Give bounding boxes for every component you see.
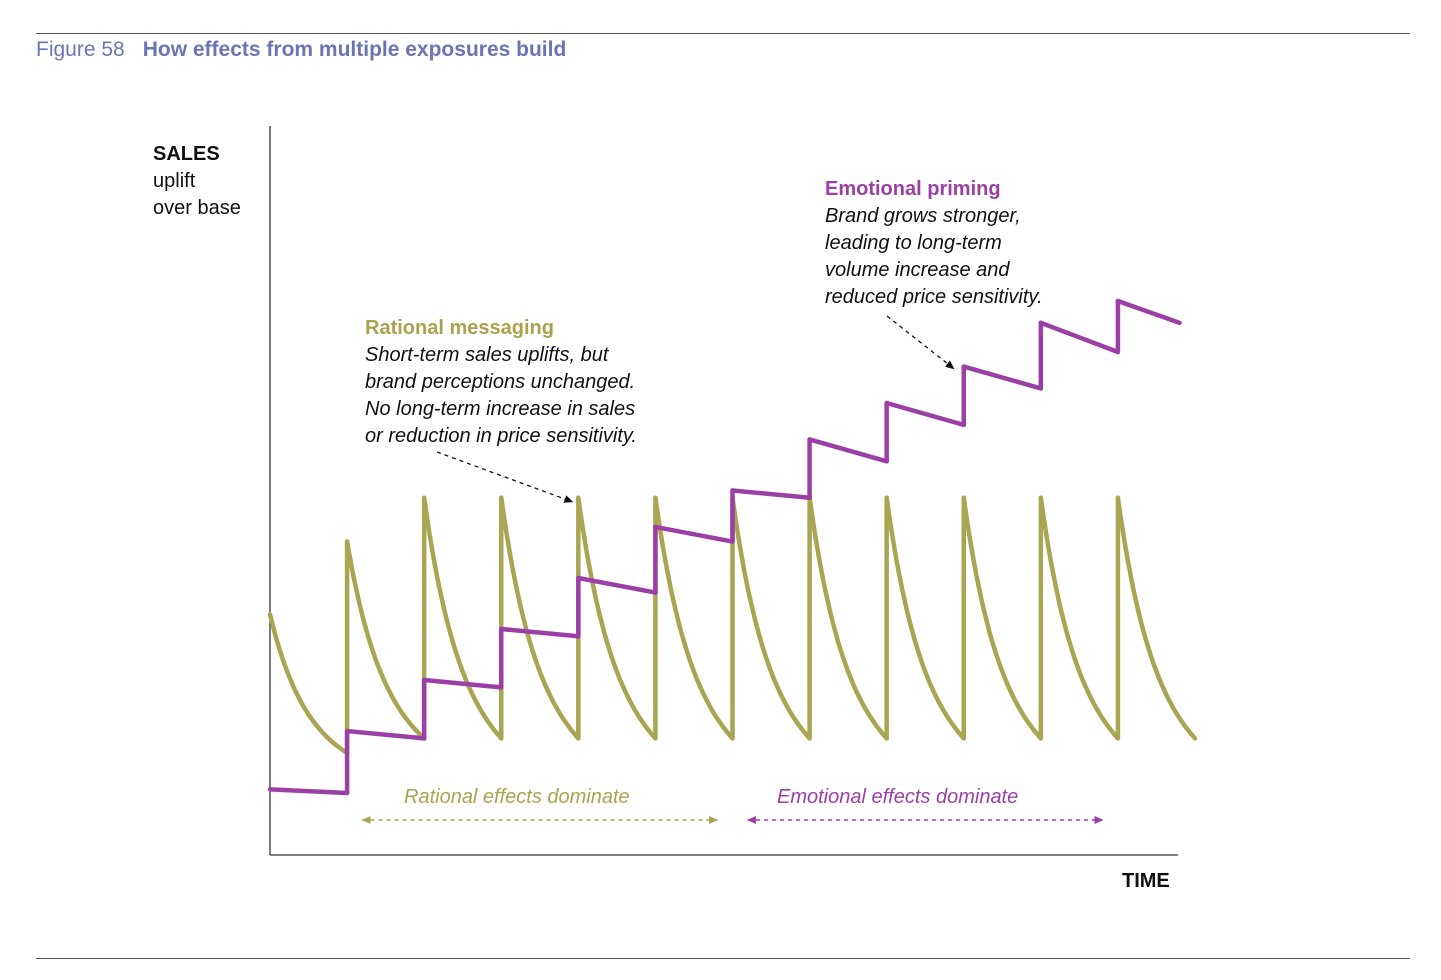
emotional-annotation: Emotional priming Brand grows stronger, …	[825, 176, 1043, 311]
emotional-annotation-line: Brand grows stronger,	[825, 205, 1021, 227]
emotional-segment	[1115, 298, 1182, 326]
rational-segment	[807, 495, 889, 741]
emotional-segment	[1038, 320, 1121, 355]
figure-title: How effects from multiple exposures buil…	[142, 38, 567, 61]
rational-phase-label: Rational effects dominate	[404, 786, 630, 808]
rational-segment	[421, 495, 504, 741]
emotional-segment	[267, 787, 350, 796]
emotional-annotation-line: leading to long-term	[825, 232, 1002, 254]
y-axis-title-line: uplift	[153, 170, 196, 192]
rational-annotation-pointer	[436, 451, 574, 503]
rational-segment	[344, 539, 427, 741]
emotional-phase-label: Emotional effects dominate	[777, 786, 1019, 808]
top-rule	[36, 33, 1410, 34]
rational-segment	[961, 495, 1044, 741]
emotional-segment	[499, 626, 581, 639]
emotional-segment	[653, 524, 735, 544]
emotional-segment	[421, 677, 504, 690]
rational-annotation: Rational messaging Short-term sales upli…	[365, 315, 637, 450]
rational-segment	[267, 612, 350, 756]
rational-segment	[653, 495, 735, 741]
emotional-annotation-line: reduced price sensitivity.	[825, 286, 1043, 308]
rational-segment	[730, 495, 812, 741]
rational-annotation-line: Short-term sales uplifts, but	[365, 344, 609, 366]
x-axis-title: TIME	[1122, 870, 1170, 892]
rational-segment	[1115, 495, 1198, 741]
rational-annotation-line: No long-term increase in sales	[365, 398, 636, 420]
y-axis-title-line: over base	[153, 197, 241, 219]
rational-segment	[499, 495, 581, 741]
emotional-segment	[807, 437, 889, 464]
rational-segment	[1038, 495, 1121, 741]
figure-header: Figure 58 How effects from multiple expos…	[36, 38, 566, 62]
rational-segment	[884, 495, 967, 741]
emotional-segment	[884, 400, 966, 428]
emotional-segment	[961, 364, 1044, 391]
emotional-segment	[730, 488, 812, 501]
bottom-rule	[36, 958, 1410, 959]
annotation-arrows	[361, 315, 1104, 824]
emotional-segment	[344, 728, 427, 741]
rational-annotation-line: brand perceptions unchanged.	[365, 371, 636, 393]
figure-number: Figure 58	[36, 38, 125, 61]
rational-annotation-line: or reduction in price sensitivity.	[365, 425, 637, 447]
emotional-annotation-heading: Emotional priming	[825, 178, 1001, 200]
emotional-annotation-line: volume increase and	[825, 259, 1010, 281]
y-axis-title-line: SALES	[153, 143, 220, 165]
series-layer	[267, 298, 1198, 796]
emotional-annotation-pointer	[886, 315, 955, 370]
emotional-segment	[576, 575, 658, 595]
rational-segment	[576, 495, 658, 741]
y-axis-title: SALES uplift over base	[153, 141, 241, 222]
rational-annotation-heading: Rational messaging	[365, 317, 554, 339]
